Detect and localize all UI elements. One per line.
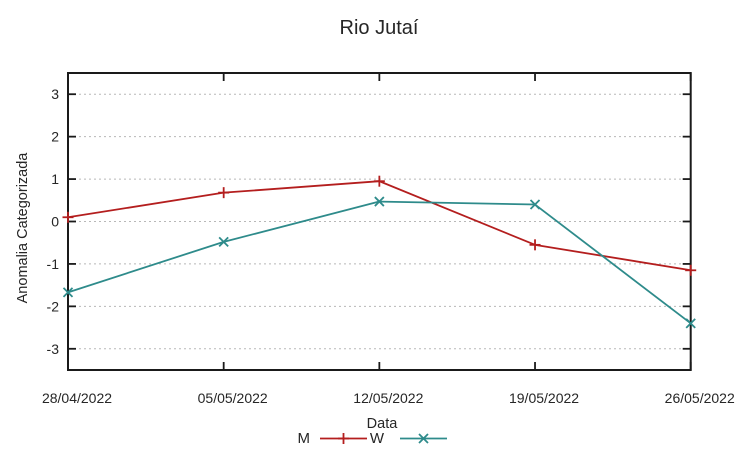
series-W-marker xyxy=(62,287,74,298)
series-M-marker xyxy=(218,187,230,199)
series-M-marker xyxy=(685,264,697,276)
y-tick-label: -3 xyxy=(47,341,60,357)
series-W-marker xyxy=(374,196,385,207)
y-tick-label: -1 xyxy=(47,256,60,272)
series-line-W xyxy=(67,200,692,325)
series-M-marker xyxy=(62,211,74,223)
plot-area: -3 -2 -1 0 1 2 3 28/04/2022 05/05/2022 12/05/2022… xyxy=(42,72,735,406)
series-line-M xyxy=(67,180,691,272)
y-tick-label: 0 xyxy=(51,214,59,230)
y-axis-label: Anomalia Categorizada xyxy=(15,152,31,304)
series-M-marker xyxy=(529,239,541,251)
series-W-marker xyxy=(218,236,229,248)
series-W-marker xyxy=(529,199,541,210)
legend-label-M: M xyxy=(298,430,311,447)
chart-title: Rio Jutaí xyxy=(340,17,419,39)
legend-entry-M: M xyxy=(298,430,367,447)
y-tick-label: -2 xyxy=(47,298,60,314)
x-tick-label: 28/04/2022 xyxy=(42,390,112,406)
x-tick-label: 26/05/2022 xyxy=(665,390,735,406)
series-W-marker xyxy=(685,318,696,329)
y-tick-label: 2 xyxy=(51,129,59,145)
legend-marker-M xyxy=(338,433,349,444)
x-tick-label: 19/05/2022 xyxy=(509,390,579,406)
y-tick-label: 1 xyxy=(51,171,59,187)
legend-marker-W xyxy=(418,433,429,444)
legend-label-W: W xyxy=(370,430,385,447)
x-tick-label: 05/05/2022 xyxy=(198,390,268,406)
series-M-marker xyxy=(373,175,385,187)
x-axis-label: Data xyxy=(367,416,399,432)
y-tick-label: 3 xyxy=(51,86,59,102)
legend-entry-W: W xyxy=(370,430,447,447)
x-tick-label: 12/05/2022 xyxy=(353,390,423,406)
